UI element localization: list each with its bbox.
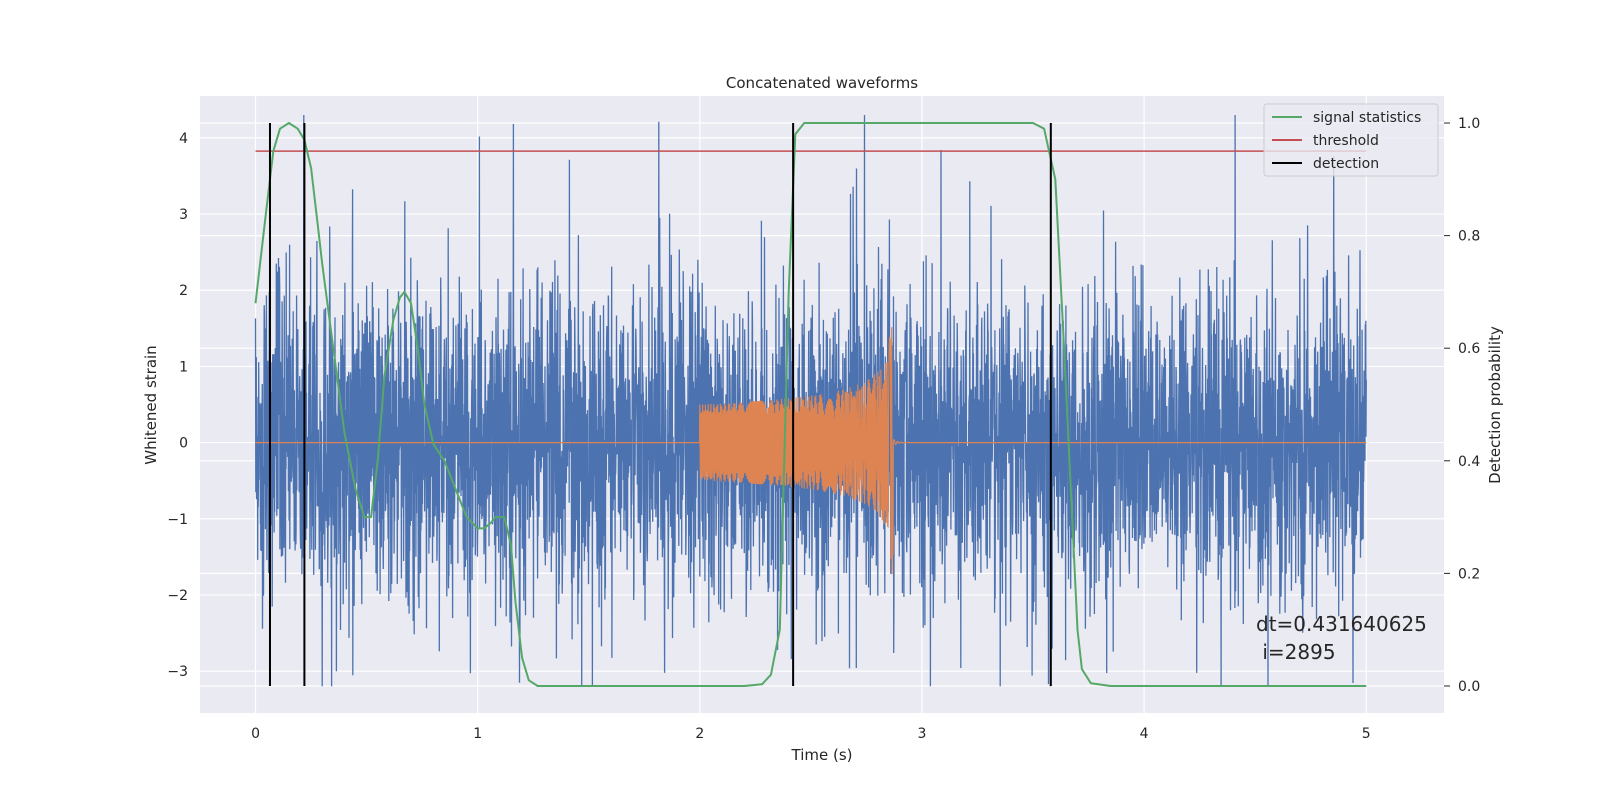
y2-tick-label-1: 0.2 — [1458, 566, 1480, 582]
x-axis-label: Time (s) — [791, 746, 853, 764]
series-layer — [254, 114, 1367, 687]
x-tick-label-0: 0 — [251, 726, 260, 742]
y-tick-label-3: 0 — [179, 436, 188, 452]
legend-label-detection: detection — [1313, 156, 1379, 172]
y2-tick-label-2: 0.4 — [1458, 454, 1480, 470]
x-tick-label-2: 2 — [695, 726, 704, 742]
legend-label-signal-statistics: signal statistics — [1313, 110, 1421, 126]
x-tick-label-3: 3 — [918, 726, 927, 742]
y-axis-label: Whitened strain — [142, 345, 160, 464]
y-tick-label-7: 4 — [179, 131, 188, 147]
x-tick-label-4: 4 — [1140, 726, 1149, 742]
legend-box — [1263, 103, 1439, 177]
y-tick-label-0: −3 — [167, 664, 188, 680]
y2-tick-label-0: 0.0 — [1458, 679, 1480, 695]
annotation-i: i=2895 — [1256, 640, 1336, 664]
chart-title: Concatenated waveforms — [726, 74, 918, 92]
x-tick-label-1: 1 — [473, 726, 482, 742]
injection-series-line — [255, 327, 1367, 575]
y2-tick-label-5: 1.0 — [1458, 116, 1480, 132]
y-tick-label-5: 2 — [179, 283, 188, 299]
x-tick-label-5: 5 — [1362, 726, 1371, 742]
y-tick-label-1: −2 — [167, 588, 188, 604]
annotation-dt: dt=0.431640625 — [1256, 612, 1427, 636]
ticks-layer: 0 1 2 3 4 5 −3 −2 −1 0 1 2 3 4 0.0 0.2 0.4 0.6 0.8 1.0 — [167, 116, 1480, 742]
y-tick-label-6: 3 — [179, 207, 188, 223]
y2-axis-label: Detection probability — [1486, 326, 1504, 484]
signal-statistics-line — [254, 122, 1367, 687]
y2-tick-label-4: 0.8 — [1458, 229, 1480, 245]
legend: signal statistics threshold detection — [1263, 103, 1439, 177]
legend-label-threshold: threshold — [1313, 133, 1379, 149]
y2-tick-label-3: 0.6 — [1458, 341, 1480, 357]
y-tick-label-4: 1 — [179, 359, 188, 375]
y-tick-label-2: −1 — [167, 512, 188, 528]
